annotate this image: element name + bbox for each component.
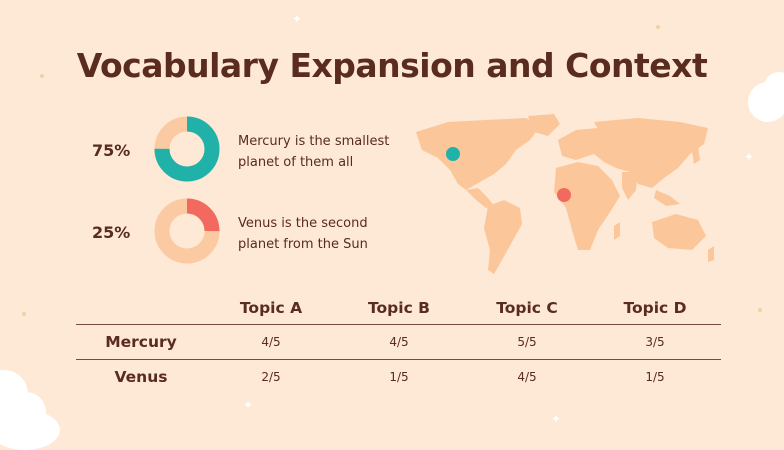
- donut-value: [154, 198, 220, 264]
- table-divider: [76, 359, 721, 360]
- stat-line: planet from the Sun: [238, 237, 368, 252]
- dot-decoration: [656, 25, 660, 29]
- dot-decoration: [22, 312, 26, 316]
- sparkle-icon: ✦: [243, 398, 254, 412]
- stat-percent: 25%: [92, 223, 131, 242]
- world-map-icon: [416, 114, 714, 274]
- column-header: Topic B: [368, 299, 430, 317]
- column-header: Topic A: [239, 299, 303, 317]
- sparkle-icon: ✦: [292, 12, 303, 26]
- table-cell: 4/5: [389, 335, 409, 349]
- dot-decoration: [758, 308, 762, 312]
- column-header: Topic D: [623, 299, 687, 317]
- column-header: Topic C: [496, 299, 558, 317]
- dot-decoration: [40, 74, 44, 78]
- row-header: Mercury: [105, 333, 177, 351]
- donut-chart: [154, 198, 220, 264]
- table-cell: 1/5: [645, 370, 665, 384]
- table-row: Mercury 4/5 4/5 5/5 3/5: [76, 325, 721, 359]
- stat-venus: 25% Venus is the second planet from the …: [0, 198, 420, 268]
- table-cell: 4/5: [261, 335, 281, 349]
- stat-line: Mercury is the smallest: [238, 134, 390, 149]
- stat-percent: 75%: [92, 141, 131, 160]
- row-header: Venus: [114, 368, 168, 386]
- table-cell: 3/5: [645, 335, 665, 349]
- table-header: Topic A Topic B Topic C Topic D: [76, 292, 721, 324]
- topic-table: Topic A Topic B Topic C Topic D Mercury …: [76, 292, 721, 394]
- teal-marker: [446, 147, 460, 161]
- table-cell: 1/5: [389, 370, 409, 384]
- table-cell: 2/5: [261, 370, 281, 384]
- cloud-decoration: [0, 410, 60, 450]
- stat-line: Venus is the second: [238, 216, 368, 231]
- stat-mercury: 75% Mercury is the smallest planet of th…: [0, 116, 420, 186]
- table-cell: 4/5: [517, 370, 537, 384]
- table-divider: [76, 324, 721, 325]
- page-title: Vocabulary Expansion and Context: [76, 46, 708, 85]
- coral-marker: [557, 188, 571, 202]
- stat-line: planet of them all: [238, 155, 354, 170]
- table-row: Venus 2/5 1/5 4/5 1/5: [76, 360, 721, 394]
- donut-chart: [154, 116, 220, 182]
- sparkle-icon: ✦: [551, 412, 562, 426]
- stat-description: Venus is the second planet from the Sun: [238, 213, 408, 255]
- cloud-decoration: [764, 72, 784, 102]
- sparkle-icon: ✦: [744, 150, 755, 164]
- table-cell: 5/5: [517, 335, 537, 349]
- stat-description: Mercury is the smallest planet of them a…: [238, 131, 408, 173]
- donut-value: [154, 116, 220, 182]
